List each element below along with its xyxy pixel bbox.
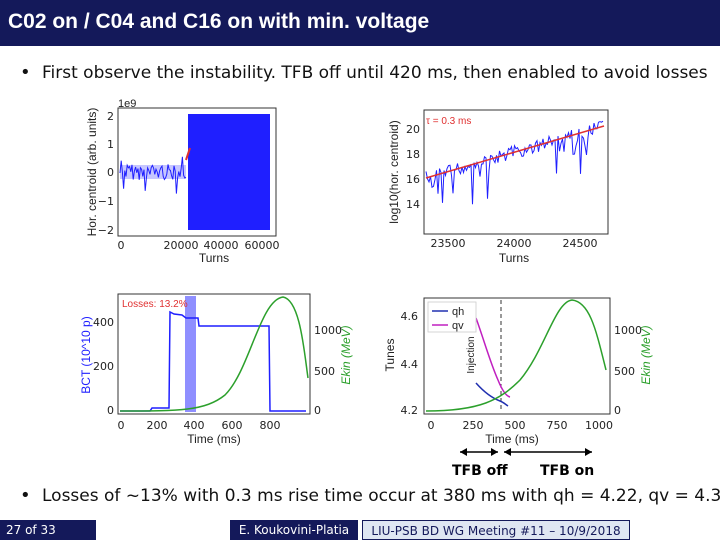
ytick: −1 [98, 195, 114, 208]
legend-qv: qv [452, 320, 464, 332]
fit-segment [185, 147, 191, 161]
arrowhead-right-icon [585, 448, 592, 456]
xtick: 24000 [497, 237, 532, 250]
ytick-right: 500 [614, 365, 635, 378]
ytick: 2 [107, 110, 114, 123]
y-axis-label: Hor. centroid (arb. units) [85, 108, 99, 237]
noise-signal [119, 156, 187, 194]
tfb-on-label: TFB on [540, 463, 595, 479]
tfb-off-label: TFB off [452, 463, 508, 479]
footer-author-text: E. Koukovini-Platia [238, 523, 350, 537]
ytick: 16 [406, 173, 420, 186]
xtick: 600 [222, 419, 243, 432]
offset-label: 1e9 [118, 98, 136, 110]
x-axis-label: Time (ms) [187, 432, 241, 446]
bct-curve [120, 310, 306, 412]
bullet-2-text: Losses of ~13% with 0.3 ms rise time occ… [42, 486, 720, 506]
xtick: 40000 [204, 239, 239, 252]
xtick: 750 [547, 419, 568, 432]
plot-log-centroid: τ = 0.3 ms 20 18 16 14 23500 24000 24500… [387, 109, 609, 265]
x-axis-label: Time (ms) [485, 432, 539, 446]
slide-title: C02 on / C04 and C16 on with min. voltag… [8, 10, 430, 33]
y-axis-label-right: Ekin (MeV) [339, 325, 353, 384]
footer-page-text: 27 of 33 [6, 523, 56, 537]
xtick: 24500 [563, 237, 598, 250]
footer-meeting: LIU-PSB BD WG Meeting #11 – 10/9/2018 [362, 520, 630, 540]
ytick: 0 [107, 166, 114, 179]
ytick: 4.4 [401, 358, 419, 371]
xtick: 250 [463, 419, 484, 432]
footer-page-number: 27 of 33 [0, 520, 96, 540]
ytick: 1 [107, 138, 114, 151]
xtick: 60000 [245, 239, 280, 252]
footer-meeting-text: LIU-PSB BD WG Meeting #11 – 10/9/2018 [371, 524, 621, 538]
ytick: 20 [406, 123, 420, 136]
xtick: 1000 [585, 419, 613, 432]
tfb-arrows [460, 448, 592, 456]
footer-author: E. Koukovini-Platia [230, 520, 358, 540]
ytick-right: 500 [314, 365, 335, 378]
ytick-right: 0 [614, 404, 621, 417]
xtick: 800 [260, 419, 281, 432]
bullet-marker: • [20, 62, 31, 83]
x-axis-label: Turns [199, 251, 229, 265]
y-axis-label: Tunes [383, 339, 397, 372]
arrowhead-left-icon [460, 448, 467, 456]
y-axis-label: BCT (10^10 p) [79, 316, 93, 393]
qh-curve [475, 382, 509, 407]
xtick: 23500 [431, 237, 466, 250]
energy-curve [119, 296, 309, 412]
xtick: 0 [118, 419, 125, 432]
ytick: 200 [93, 360, 114, 373]
ytick: 400 [93, 316, 114, 329]
xtick: 200 [147, 419, 168, 432]
title-bar: C02 on / C04 and C16 on with min. voltag… [0, 0, 720, 46]
plot-bct-energy: Losses: 13.2% 400 200 0 1000 500 0 0 200… [79, 293, 353, 446]
xtick: 500 [505, 419, 526, 432]
bullet-1-text: First observe the instability. TFB off u… [42, 63, 708, 83]
x-axis-label: Turns [499, 251, 529, 265]
ytick-right: 1000 [314, 324, 342, 337]
ytick: 4.6 [401, 310, 419, 323]
qv-curve [475, 317, 511, 398]
ytick: 18 [406, 148, 420, 161]
growth-fit-line [425, 125, 605, 179]
ytick: 4.2 [401, 404, 419, 417]
ytick: 14 [406, 198, 420, 211]
xtick: 20000 [164, 239, 199, 252]
ytick: 0 [107, 404, 114, 417]
injection-label: Injection [466, 336, 477, 373]
plot-frame [117, 293, 311, 415]
arrowhead-left-icon [504, 448, 511, 456]
xtick: 0 [428, 419, 435, 432]
legend-tau: τ = 0.3 ms [426, 116, 471, 127]
plot-hor-centroid: 1e9 2 1 0 −1 −2 0 20000 40000 60000 Turn… [85, 98, 280, 265]
loss-band [185, 296, 196, 412]
bullet-marker: • [20, 485, 31, 506]
plot-tunes-energy: Injection qh qv 4.6 4.4 4.2 1000 500 0 0… [383, 297, 653, 446]
ytick-right: 1000 [614, 324, 642, 337]
legend-qh: qh [452, 306, 464, 318]
losses-annotation: Losses: 13.2% [122, 299, 188, 310]
instability-block [188, 114, 270, 230]
energy-curve [425, 299, 607, 412]
ytick-right: 0 [314, 404, 321, 417]
xtick: 400 [184, 419, 205, 432]
arrowhead-right-icon [491, 448, 498, 456]
y-axis-label: log10(hor. centroid) [387, 120, 401, 223]
legend-box [427, 301, 477, 333]
y-axis-label-right: Ekin (MeV) [639, 325, 653, 384]
ytick: −2 [98, 224, 114, 237]
xtick: 0 [118, 239, 125, 252]
